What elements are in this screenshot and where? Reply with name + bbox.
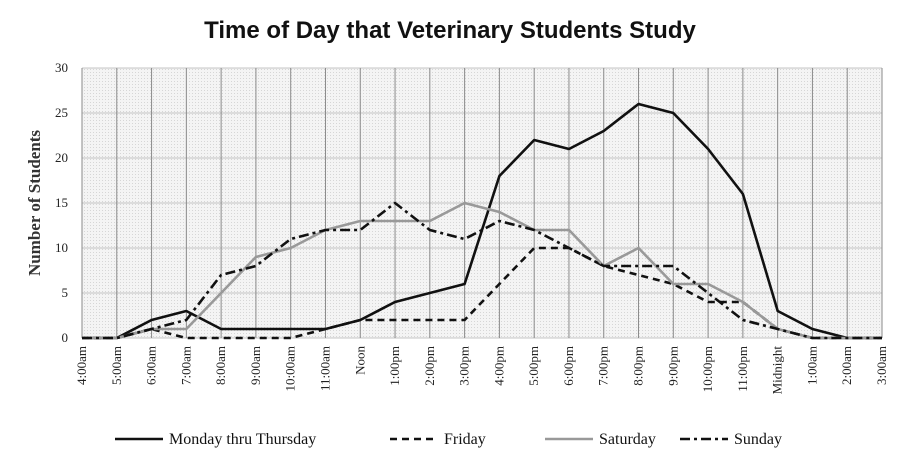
legend-label: Monday thru Thursday (169, 431, 316, 448)
x-tick-label: 7:00pm (596, 346, 611, 386)
y-tick-label: 15 (55, 195, 68, 210)
x-tick-label: 4:00am (74, 346, 89, 385)
x-tick-label: 9:00am (248, 346, 263, 385)
x-tick-label: 7:00am (178, 346, 193, 385)
y-tick-label: 30 (55, 60, 68, 75)
y-tick-label: 20 (55, 150, 68, 165)
legend-label: Friday (444, 431, 486, 448)
x-tick-label: 1:00am (804, 346, 819, 385)
x-tick-label: 5:00pm (526, 346, 541, 386)
x-tick-label: 9:00pm (665, 346, 680, 386)
legend-label: Saturday (599, 431, 656, 448)
x-tick-label: 3:00am (874, 346, 889, 385)
y-axis-label: Number of Students (25, 130, 44, 276)
x-axis-ticks: 4:00am 5:00am 6:00am 7:00am 8:00am 9:00am 10:0… (74, 346, 889, 395)
x-tick-label: 6:00pm (561, 346, 576, 386)
x-tick-label: 11:00pm (735, 346, 750, 392)
series-line-2 (82, 201, 882, 340)
x-tick-label: 6:00am (144, 346, 159, 385)
y-axis-ticks: 0 5 10 15 20 25 30 (55, 60, 68, 345)
series-lines (82, 102, 882, 340)
x-tick-label: 11:00am (317, 346, 332, 391)
x-tick-label: 10:00pm (700, 346, 715, 392)
x-tick-label: 10:00am (283, 346, 298, 392)
x-tick-label: 8:00pm (631, 346, 646, 386)
y-tick-label: 5 (62, 285, 69, 300)
x-tick-label: 2:00pm (422, 346, 437, 386)
x-tick-label: 1:00pm (387, 346, 402, 386)
series-line-3 (82, 201, 882, 340)
x-tick-label: 2:00am (839, 346, 854, 385)
y-tick-label: 0 (62, 330, 69, 345)
legend-label: Sunday (734, 431, 782, 448)
x-tick-label: 3:00pm (457, 346, 472, 386)
x-tick-label: 4:00pm (491, 346, 506, 386)
y-tick-label: 25 (55, 105, 68, 120)
x-tick-label: 5:00am (109, 346, 124, 385)
x-tick-label: 8:00am (213, 346, 228, 385)
y-tick-label: 10 (55, 240, 68, 255)
chart-title: Time of Day that Veterinary Students Stu… (204, 17, 696, 44)
legend: Monday thru Thursday Friday Saturday Sunday (115, 431, 782, 448)
x-tick-label: Noon (352, 346, 367, 375)
grid-lines (81, 67, 883, 339)
x-tick-label: Midnight (770, 346, 785, 395)
